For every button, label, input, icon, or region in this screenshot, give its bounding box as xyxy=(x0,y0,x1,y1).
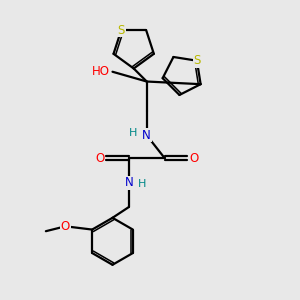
Text: O: O xyxy=(61,220,70,233)
Text: O: O xyxy=(95,152,104,165)
Text: S: S xyxy=(118,24,125,37)
Text: O: O xyxy=(189,152,198,165)
Text: HO: HO xyxy=(92,65,110,78)
Text: N: N xyxy=(124,176,133,189)
Text: H: H xyxy=(138,179,147,189)
Text: H: H xyxy=(129,128,137,138)
Text: N: N xyxy=(142,129,151,142)
Text: S: S xyxy=(193,54,201,67)
